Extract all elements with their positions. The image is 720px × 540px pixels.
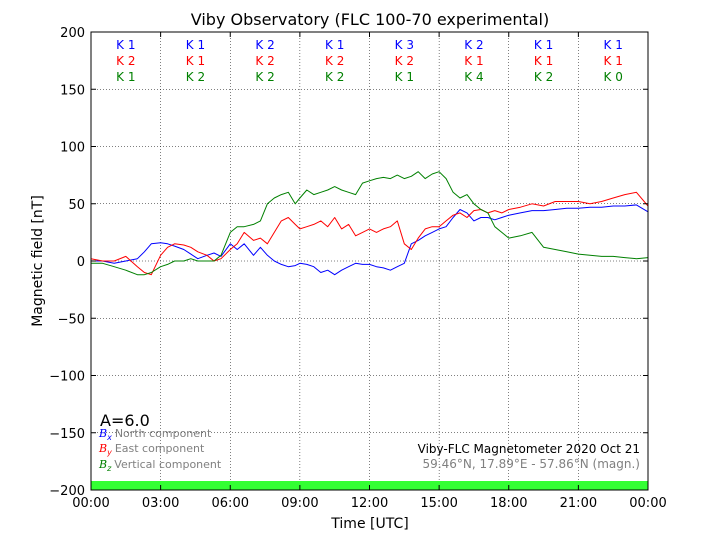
- x-tick-label: 21:00: [560, 496, 597, 511]
- y-tick-label: −200: [49, 484, 85, 499]
- k-index-labels: K 1 K 2 K 1 K 1 K 1 K 2 K 2 K 2 K 2 K 1 K 2 K 2 K 3 K…: [116, 38, 623, 84]
- legend-entry-bx: Bx North component: [98, 427, 212, 442]
- k-index-bz: K 2: [255, 70, 274, 84]
- y-tick-label: 100: [60, 141, 85, 156]
- x-tick-label: 00:00: [629, 496, 666, 511]
- y-tick-label: −50: [58, 312, 85, 327]
- x-tick-label: 00:00: [72, 496, 109, 511]
- legend-subscript-bz: z: [106, 464, 112, 473]
- legend-entry-bz: Bz Vertical component: [98, 458, 222, 473]
- grid-lines: [91, 32, 648, 490]
- k-index-by: K 1: [534, 54, 553, 68]
- k-index-bx: K 1: [604, 38, 623, 52]
- x-tick-label: 15:00: [420, 496, 457, 511]
- legend-subscript-bx: x: [106, 433, 112, 442]
- x-axis-label: Time [UTC]: [330, 516, 408, 532]
- legend-symbol-bx: B: [98, 427, 107, 440]
- axis-ticks: 00:00 03:00 06:00 09:00 12:00 15:00 18:00 21:00…: [49, 26, 666, 511]
- k-index-bz: K 0: [604, 70, 623, 84]
- x-tick-label: 06:00: [212, 496, 249, 511]
- k-index-bz: K 2: [186, 70, 205, 84]
- k-index-by: K 1: [464, 54, 483, 68]
- y-tick-label: 50: [68, 198, 85, 213]
- a-index-label: A=6.0: [100, 411, 150, 430]
- k-index-by: K 2: [325, 54, 344, 68]
- k-index-bx: K 2: [464, 38, 483, 52]
- legend: Bx North component By East component Bz Ver…: [98, 427, 222, 473]
- y-tick-label: −150: [49, 427, 85, 442]
- k-index-by: K 2: [116, 54, 135, 68]
- legend-symbol-by: B: [98, 442, 107, 455]
- k-index-bx: K 2: [255, 38, 274, 52]
- k-index-bx: K 1: [534, 38, 553, 52]
- k-index-bz: K 1: [116, 70, 135, 84]
- y-axis-label: Magnetic field [nT]: [30, 195, 46, 327]
- k-index-bz: K 1: [395, 70, 414, 84]
- x-tick-label: 18:00: [490, 496, 527, 511]
- y-tick-label: −100: [49, 370, 85, 385]
- y-tick-label: 0: [77, 255, 85, 270]
- info-line-coordinates: 59.46°N, 17.89°E - 57.86°N (magn.): [423, 457, 640, 471]
- east-component-line: [90, 191, 649, 276]
- k-index-bz: K 2: [325, 70, 344, 84]
- info-line-instrument: Viby-FLC Magnetometer 2020 Oct 21: [418, 442, 640, 456]
- k-index-bx: K 1: [325, 38, 344, 52]
- north-component-line: [91, 204, 649, 276]
- y-tick-label: 200: [60, 26, 85, 41]
- legend-entry-by: By East component: [98, 442, 205, 457]
- x-tick-label: 12:00: [351, 496, 388, 511]
- y-tick-label: 150: [60, 83, 85, 98]
- series-lines: [90, 171, 649, 276]
- legend-label-by: East component: [115, 442, 205, 455]
- k-index-bx: K 3: [395, 38, 414, 52]
- legend-label-bz: Vertical component: [114, 458, 222, 471]
- legend-subscript-by: y: [106, 448, 112, 457]
- k-index-bx: K 1: [116, 38, 135, 52]
- k-index-bz: K 2: [534, 70, 553, 84]
- k-index-by: K 1: [186, 54, 205, 68]
- x-tick-label: 09:00: [281, 496, 318, 511]
- legend-symbol-bz: B: [98, 458, 107, 471]
- x-tick-label: 03:00: [142, 496, 179, 511]
- legend-label-bx: North component: [115, 427, 212, 440]
- k-index-by: K 1: [604, 54, 623, 68]
- k-index-by: K 2: [255, 54, 274, 68]
- k-index-by: K 2: [395, 54, 414, 68]
- chart-title: Viby Observatory (FLC 100-70 experimenta…: [191, 10, 550, 29]
- k-index-bx: K 1: [186, 38, 205, 52]
- vertical-component-line: [91, 171, 649, 276]
- k-index-bz: K 4: [464, 70, 483, 84]
